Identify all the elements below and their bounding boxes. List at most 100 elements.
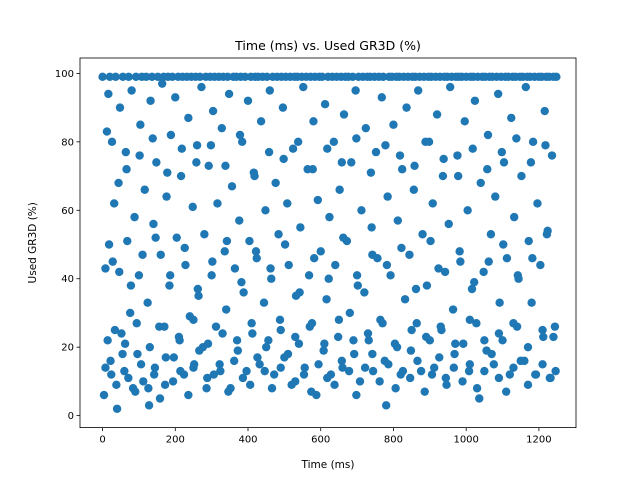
data-point	[261, 342, 271, 352]
data-point	[207, 271, 216, 280]
data-point	[123, 236, 132, 246]
data-point	[252, 254, 261, 263]
data-point	[533, 199, 542, 208]
data-point	[453, 151, 462, 160]
x-tick-label: 600	[311, 435, 330, 446]
data-point	[337, 158, 347, 167]
data-point	[338, 363, 347, 372]
data-point	[368, 250, 377, 259]
data-point	[463, 206, 472, 215]
data-point	[235, 130, 245, 140]
x-tick-label: 400	[238, 435, 257, 446]
data-point	[309, 254, 319, 263]
data-point	[507, 113, 516, 123]
data-point	[395, 151, 405, 160]
data-point	[389, 120, 398, 129]
data-point	[412, 319, 421, 328]
data-point	[151, 233, 160, 242]
data-point	[513, 271, 523, 280]
data-point	[545, 373, 555, 383]
data-point	[498, 336, 507, 345]
data-point	[157, 79, 167, 88]
data-point	[483, 165, 492, 174]
data-point	[434, 264, 443, 273]
data-point	[118, 72, 128, 82]
data-point	[227, 182, 237, 191]
data-point	[224, 89, 234, 99]
data-point	[276, 363, 285, 372]
data-point	[132, 319, 141, 328]
data-point	[238, 373, 248, 383]
data-point	[451, 339, 460, 348]
data-point	[150, 363, 160, 372]
data-point	[203, 373, 212, 383]
data-point	[509, 212, 519, 222]
data-point	[384, 360, 393, 369]
data-point	[377, 93, 387, 102]
data-point	[169, 353, 179, 362]
data-point	[112, 380, 121, 390]
data-point	[98, 72, 107, 82]
data-point	[468, 144, 477, 153]
data-point	[386, 271, 395, 280]
data-point	[456, 257, 465, 266]
data-point	[325, 212, 334, 222]
data-point	[416, 366, 426, 376]
data-point	[405, 250, 414, 259]
data-point	[499, 158, 509, 167]
data-point	[484, 257, 493, 266]
data-point	[448, 305, 458, 314]
data-point	[324, 274, 333, 283]
data-point	[335, 185, 344, 194]
data-point	[383, 192, 392, 201]
data-point	[160, 322, 169, 331]
data-point	[229, 356, 239, 366]
data-point	[203, 339, 213, 348]
data-point	[144, 401, 154, 410]
data-point	[192, 141, 202, 150]
y-tick-label: 80	[61, 137, 74, 148]
data-point	[195, 72, 205, 82]
data-point	[516, 356, 525, 366]
data-point	[107, 137, 117, 147]
data-point	[364, 336, 373, 345]
data-point	[195, 346, 204, 355]
data-point	[455, 247, 464, 256]
data-point	[319, 346, 328, 355]
data-point	[197, 82, 206, 92]
data-point	[523, 342, 533, 352]
data-point	[161, 353, 171, 362]
data-point	[121, 147, 131, 157]
data-point	[445, 82, 455, 92]
data-point	[108, 257, 117, 266]
data-point	[552, 72, 561, 82]
data-point	[262, 72, 272, 82]
data-point	[232, 336, 242, 345]
data-point	[541, 141, 550, 150]
data-point	[255, 360, 264, 369]
data-point	[347, 158, 356, 167]
data-point	[316, 247, 325, 256]
data-point	[444, 219, 453, 229]
data-point	[549, 332, 558, 342]
data-point	[352, 390, 361, 400]
data-point	[177, 144, 187, 153]
data-point	[460, 117, 469, 126]
data-point	[259, 298, 269, 307]
data-point	[127, 86, 136, 95]
data-point	[114, 178, 123, 188]
data-point	[435, 353, 444, 362]
data-point	[267, 384, 277, 393]
data-points	[98, 72, 561, 413]
y-axis-label: Used GR3D (%)	[27, 202, 39, 283]
x-tick-label: 1000	[453, 435, 478, 446]
data-point	[247, 319, 256, 328]
data-point	[215, 360, 224, 369]
data-point	[202, 384, 211, 393]
data-point	[413, 86, 423, 95]
data-point	[162, 192, 171, 201]
data-point	[480, 336, 489, 345]
data-point	[458, 377, 467, 386]
data-point	[265, 86, 275, 95]
